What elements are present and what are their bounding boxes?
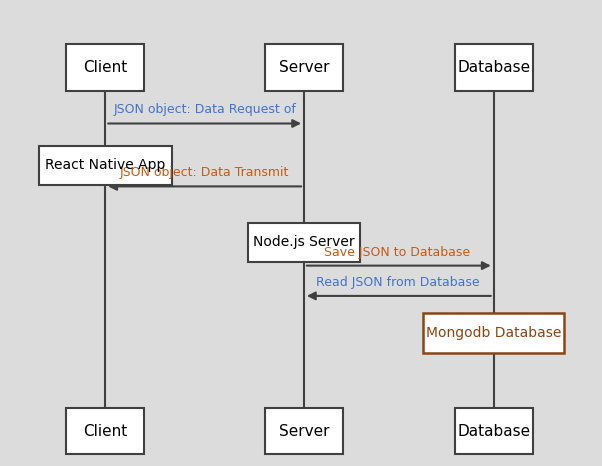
Bar: [248, 223, 359, 262]
Bar: [66, 44, 144, 91]
Bar: [265, 44, 343, 91]
Text: JSON object: Data Transmit: JSON object: Data Transmit: [120, 166, 290, 179]
Text: JSON object: Data Request of: JSON object: Data Request of: [113, 103, 296, 116]
Text: Server: Server: [279, 60, 329, 75]
Text: Client: Client: [83, 424, 128, 439]
Text: Mongodb Database: Mongodb Database: [426, 326, 561, 340]
Bar: [66, 408, 144, 454]
Bar: [423, 314, 564, 353]
Text: Server: Server: [279, 424, 329, 439]
Bar: [455, 408, 533, 454]
Text: React Native App: React Native App: [45, 158, 166, 172]
Text: Save JSON to Database: Save JSON to Database: [324, 246, 470, 259]
Bar: [265, 408, 343, 454]
Text: Read JSON from Database: Read JSON from Database: [315, 276, 479, 289]
Bar: [455, 44, 533, 91]
Text: Database: Database: [457, 424, 530, 439]
Text: Database: Database: [457, 60, 530, 75]
Text: Node.js Server: Node.js Server: [253, 235, 355, 249]
Bar: [39, 145, 172, 185]
Text: Client: Client: [83, 60, 128, 75]
